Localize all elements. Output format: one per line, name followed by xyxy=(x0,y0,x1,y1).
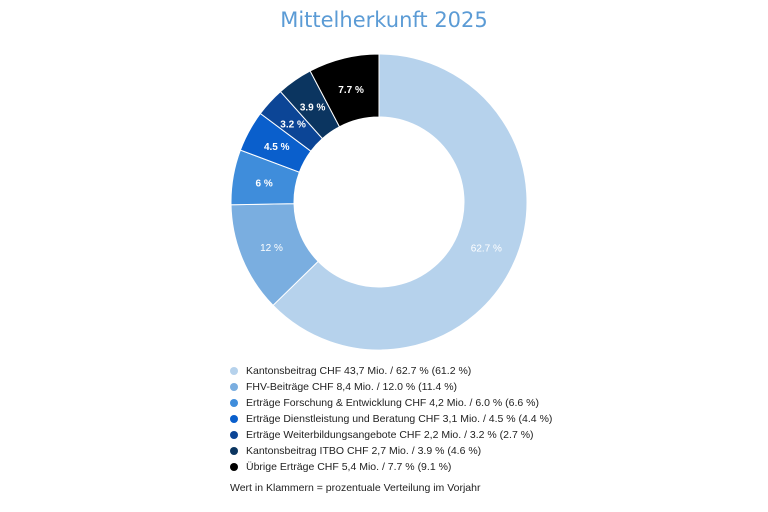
slice-label-6: 3.9 % xyxy=(300,102,326,113)
slice-label-1: 62.7 % xyxy=(471,243,502,254)
chart-footnote: Wert in Klammern = prozentuale Verteilun… xyxy=(230,482,481,494)
legend-item: Erträge Weiterbildungsangebote CHF 2,2 M… xyxy=(230,427,552,443)
slice-label-5: 3.2 % xyxy=(280,119,306,130)
legend-label: Erträge Dienstleistung und Beratung CHF … xyxy=(246,413,553,425)
legend-item: FHV-Beiträge CHF 8,4 Mio. / 12.0 % (11.4… xyxy=(230,379,552,395)
donut-chart: 62.7 % 12 % 6 % 4.5 % 3.2 % 3.9 % 7.7 % xyxy=(230,53,528,351)
donut-slice-7 xyxy=(309,53,380,128)
chart-legend: Kantonsbeitrag CHF 43,7 Mio. / 62.7 % (6… xyxy=(230,363,552,475)
legend-label: Übrige Erträge CHF 5,4 Mio. / 7.7 % (9.1… xyxy=(246,461,452,473)
legend-label: Kantonsbeitrag CHF 43,7 Mio. / 62.7 % (6… xyxy=(246,365,472,377)
legend-dot-icon xyxy=(230,463,238,471)
legend-label: FHV-Beiträge CHF 8,4 Mio. / 12.0 % (11.4… xyxy=(246,381,458,393)
legend-item: Erträge Dienstleistung und Beratung CHF … xyxy=(230,411,552,427)
legend-dot-icon xyxy=(230,415,238,423)
legend-label: Erträge Weiterbildungsangebote CHF 2,2 M… xyxy=(246,429,534,441)
legend-dot-icon xyxy=(230,399,238,407)
legend-dot-icon xyxy=(230,431,238,439)
legend-item: Kantonsbeitrag ITBO CHF 2,7 Mio. / 3.9 %… xyxy=(230,443,552,459)
legend-item: Kantonsbeitrag CHF 43,7 Mio. / 62.7 % (6… xyxy=(230,363,552,379)
legend-item: Übrige Erträge CHF 5,4 Mio. / 7.7 % (9.1… xyxy=(230,459,552,475)
legend-dot-icon xyxy=(230,447,238,455)
slice-label-4: 4.5 % xyxy=(264,142,290,153)
legend-label: Kantonsbeitrag ITBO CHF 2,7 Mio. / 3.9 %… xyxy=(246,445,482,457)
slice-label-7: 7.7 % xyxy=(338,85,364,96)
slice-label-2: 12 % xyxy=(260,243,283,254)
legend-dot-icon xyxy=(230,367,238,375)
legend-label: Erträge Forschung & Entwicklung CHF 4,2 … xyxy=(246,397,539,409)
donut-slice-1 xyxy=(272,53,528,351)
legend-dot-icon xyxy=(230,383,238,391)
slice-label-3: 6 % xyxy=(256,178,273,189)
chart-title: Mittelherkunft 2025 xyxy=(280,8,488,32)
legend-item: Erträge Forschung & Entwicklung CHF 4,2 … xyxy=(230,395,552,411)
